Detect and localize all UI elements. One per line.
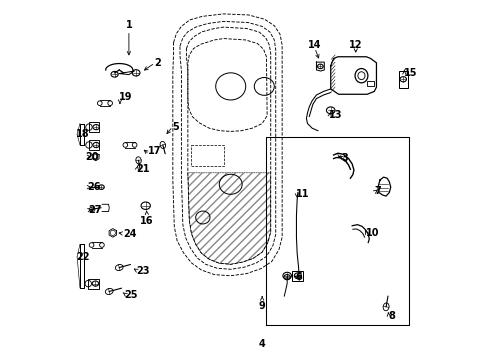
- Text: 23: 23: [136, 266, 149, 276]
- Text: 4: 4: [259, 339, 266, 349]
- Text: 18: 18: [76, 129, 90, 139]
- Text: 12: 12: [349, 40, 363, 50]
- Bar: [367, 81, 374, 86]
- Text: 5: 5: [172, 122, 178, 132]
- Bar: [89, 140, 99, 150]
- Text: 7: 7: [374, 186, 381, 197]
- Text: 26: 26: [87, 182, 100, 192]
- Text: 8: 8: [388, 311, 395, 321]
- Text: 11: 11: [296, 189, 310, 199]
- Text: 3: 3: [342, 153, 348, 163]
- Text: 13: 13: [329, 110, 343, 120]
- Text: 17: 17: [148, 146, 161, 156]
- Text: 24: 24: [123, 229, 136, 239]
- Text: 22: 22: [76, 252, 90, 262]
- Text: 15: 15: [404, 68, 417, 78]
- Bar: [89, 122, 99, 132]
- Text: 16: 16: [140, 216, 153, 226]
- Text: 9: 9: [259, 301, 266, 311]
- Text: 14: 14: [308, 40, 321, 50]
- Bar: [292, 271, 303, 281]
- Text: 27: 27: [88, 205, 101, 215]
- Bar: [88, 279, 98, 289]
- Text: 25: 25: [124, 290, 138, 300]
- Text: 21: 21: [136, 164, 149, 174]
- Text: 19: 19: [119, 92, 133, 102]
- Text: 2: 2: [154, 58, 161, 68]
- Text: 6: 6: [295, 272, 302, 282]
- Text: 20: 20: [85, 152, 98, 162]
- Bar: [398, 71, 408, 88]
- Text: 1: 1: [125, 20, 132, 30]
- Text: 10: 10: [366, 228, 379, 238]
